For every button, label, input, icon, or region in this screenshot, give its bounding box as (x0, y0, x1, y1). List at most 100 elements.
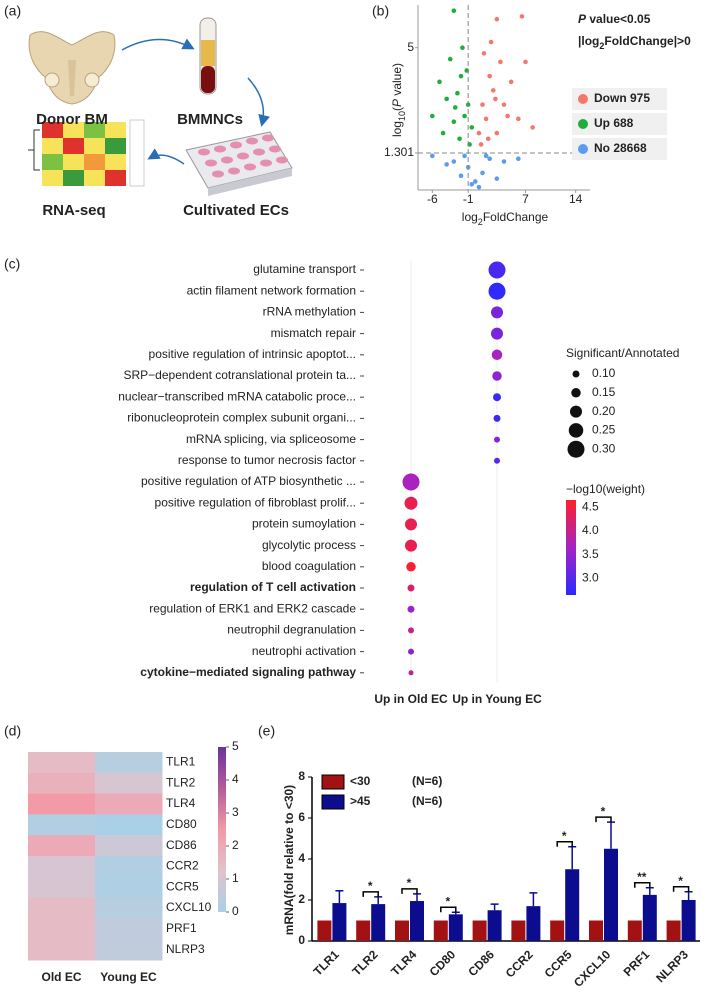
point (505, 113, 510, 119)
bar (433, 920, 448, 941)
heatmap-cell (95, 856, 163, 878)
significance-bracket (362, 891, 379, 897)
colorbar-label: 4 (232, 772, 239, 786)
y-tick-label: 4 (298, 851, 305, 865)
error-bar (645, 886, 654, 895)
bar (604, 848, 618, 941)
x-tick-label: CD80 (427, 947, 459, 979)
y-tick-label: 6 (298, 810, 305, 824)
bar (395, 920, 409, 941)
legend-label: Down 975 (594, 91, 650, 105)
point (519, 14, 525, 19)
row-label: TLR4 (166, 796, 196, 810)
point (440, 130, 446, 136)
x-tick-label: PRF1 (621, 947, 653, 979)
dot (402, 473, 420, 491)
heatmap-cell (28, 835, 96, 857)
bar (550, 920, 565, 941)
size-legend-dot (568, 423, 584, 438)
panel-label: (c) (4, 256, 20, 272)
heatmap-cell (28, 752, 96, 774)
node-label: Cultivated ECs (183, 202, 289, 219)
significance-label: * (678, 874, 683, 888)
arrow (121, 38, 195, 51)
panel-label: (b) (372, 3, 389, 19)
bar (448, 914, 463, 941)
legend-label: <30 (350, 774, 371, 788)
dot (407, 584, 415, 592)
x-tick-label: Up in Young EC (452, 692, 542, 706)
y-tick-label: SRP−dependent cotranslational protein ta… (124, 368, 357, 382)
point (508, 79, 514, 85)
heatmap-cell (28, 814, 96, 836)
legend-box (572, 138, 667, 160)
bar (627, 920, 642, 941)
legend-label: No 28668 (594, 141, 647, 155)
point (460, 45, 465, 50)
colorbar-label: 5 (232, 739, 239, 753)
size-legend-label: 0.10 (592, 366, 616, 380)
panel-label: (a) (4, 3, 21, 19)
bar (666, 920, 681, 941)
error-bar (529, 892, 538, 907)
error-bar (374, 896, 383, 905)
annotation: P value<0.05 (578, 12, 651, 26)
bar (681, 900, 696, 941)
x-tick-label: CD86 (465, 947, 497, 979)
point (451, 8, 457, 13)
legend-swatch (578, 144, 588, 154)
bar (511, 920, 526, 941)
point (447, 56, 453, 62)
heatmap-cell (28, 876, 96, 899)
dot (488, 261, 506, 279)
point (480, 170, 485, 176)
significance-label: * (562, 829, 567, 843)
dot (494, 457, 500, 464)
size-legend-dot (570, 405, 582, 418)
dot (405, 539, 417, 552)
y-tick-label: regulation of ERK1 and ERK2 cascade (149, 601, 356, 615)
heatmap-icon (28, 119, 145, 187)
point (480, 102, 485, 107)
point (483, 153, 489, 159)
row-label: CD86 (166, 838, 197, 852)
legend-swatch (321, 794, 345, 810)
legend-swatch (321, 774, 345, 790)
heatmap-cell (28, 939, 96, 961)
heatmap-cell (28, 772, 96, 795)
heatmap-cell (28, 918, 96, 940)
legend-title: −log10(weight) (566, 482, 645, 496)
colorbar-label: 3.5 (582, 547, 599, 561)
y-tick-label: glutamine transport (253, 262, 356, 276)
point (444, 162, 449, 167)
point (516, 116, 521, 122)
point (481, 51, 487, 56)
point (455, 90, 460, 96)
x-tick-label: Up in Old EC (374, 692, 448, 706)
point (501, 102, 507, 107)
node-label: RNA-seq (42, 202, 105, 219)
y-tick-label: mRNA splicing, via spliceosome (186, 432, 356, 446)
arrow (247, 77, 271, 127)
dot (491, 306, 503, 319)
point (490, 88, 496, 93)
x-tick-label: CXCL10 (571, 947, 614, 990)
column-label: Old EC (41, 970, 81, 984)
y-tick-label: blood coagulation (262, 559, 356, 573)
point (478, 142, 484, 147)
heatmap-cell (28, 793, 96, 815)
colorbar-label: 2 (232, 838, 239, 852)
significance-bracket (634, 881, 651, 888)
heatmap-cell (95, 918, 163, 940)
point (458, 73, 464, 79)
point (487, 156, 492, 161)
point (516, 156, 521, 161)
point (469, 182, 475, 187)
y-tick-label: 0 (298, 933, 305, 947)
significance-label: * (601, 804, 606, 818)
significance-label: ** (637, 870, 647, 884)
error-bar (335, 890, 344, 904)
point (451, 119, 457, 124)
dot (407, 605, 415, 613)
